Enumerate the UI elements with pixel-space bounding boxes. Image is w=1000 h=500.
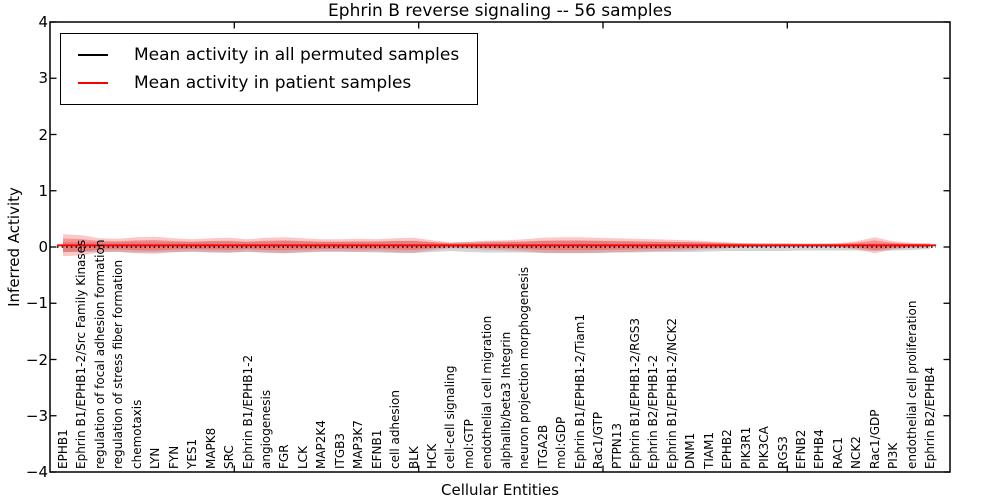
x-category-label: Ephrin B1/EPHB1-2 bbox=[240, 354, 255, 469]
x-category-label: EFNB2 bbox=[794, 429, 808, 469]
x-category-label: MAP3K7 bbox=[351, 420, 366, 469]
x-category-label: Ephrin B2/EPHB1-2 bbox=[646, 354, 661, 469]
x-category-label: FGR bbox=[277, 444, 292, 469]
y-tick-label: 4 bbox=[38, 13, 48, 31]
x-category-label: endothelial cell proliferation bbox=[904, 300, 919, 469]
x-category-label: ITGB3 bbox=[332, 432, 347, 469]
x-category-label: LCK bbox=[295, 446, 310, 469]
x-category-label: EPHB4 bbox=[812, 429, 827, 469]
x-category-label: mol:GTP bbox=[461, 419, 476, 469]
x-axis-label: Cellular Entities bbox=[441, 481, 559, 499]
legend-label-permuted: Mean activity in all permuted samples bbox=[134, 45, 460, 65]
y-tick-label: 0 bbox=[38, 238, 48, 256]
legend-line-black bbox=[78, 54, 108, 56]
x-category-label: PIK3CA bbox=[757, 426, 772, 469]
x-category-label: cell-cell signaling bbox=[443, 365, 458, 470]
chart-title: Ephrin B reverse signaling -- 56 samples bbox=[328, 1, 672, 21]
legend-item-permuted: Mean activity in all permuted samples bbox=[61, 41, 459, 69]
x-category-label: TIAM1 bbox=[701, 431, 716, 469]
x-category-label: Ephrin B2/EPHB4 bbox=[923, 366, 938, 469]
x-category-label: FYN bbox=[166, 445, 181, 469]
x-category-label: RGS3 bbox=[775, 436, 790, 469]
legend-item-patient: Mean activity in patient samples bbox=[61, 69, 459, 97]
x-category-label: Ephrin B1/EPHB1-2/RGS3 bbox=[627, 317, 642, 469]
x-category-label: EPHB1 bbox=[56, 429, 70, 469]
x-category-label: PIK3R1 bbox=[738, 426, 753, 469]
x-category-label: Rac1/GTP bbox=[591, 411, 606, 469]
x-category-label: YES1 bbox=[185, 438, 200, 469]
y-tick-label: 1 bbox=[38, 181, 48, 200]
y-tick-label: −3 bbox=[25, 406, 48, 425]
y-tick-label: 2 bbox=[38, 125, 48, 144]
x-category-label: MAPK8 bbox=[203, 427, 218, 469]
x-category-label: DNM1 bbox=[683, 432, 698, 469]
x-category-label: angiogenesis bbox=[258, 389, 273, 469]
x-category-label: endothelial cell migration bbox=[480, 315, 495, 469]
x-category-label: cell adhesion bbox=[388, 390, 403, 469]
x-category-label: LYN bbox=[148, 447, 163, 469]
x-category-label: HCK bbox=[425, 443, 439, 469]
y-tick-label: −4 bbox=[25, 463, 48, 481]
x-category-label: RAC1 bbox=[830, 437, 845, 469]
x-category-label: Rac1/GDP bbox=[867, 409, 882, 469]
x-category-label: MAP2K4 bbox=[314, 420, 329, 469]
permuted-spread-band bbox=[63, 241, 931, 253]
x-category-label: EFNB1 bbox=[369, 429, 384, 469]
x-category-label: BLK bbox=[406, 446, 421, 469]
x-category-label: mol:GDP bbox=[554, 416, 569, 469]
x-category-label: chemotaxis bbox=[129, 399, 144, 469]
legend: Mean activity in all permuted samples Me… bbox=[60, 33, 479, 105]
y-tick-label: 3 bbox=[38, 69, 48, 88]
x-category-label: Ephrin B1/EPHB1-2/Tiam1 bbox=[572, 313, 587, 469]
x-category-label: NCK2 bbox=[849, 436, 864, 469]
x-category-label: Ephrin B1/EPHB1-2/Src Family Kinases bbox=[74, 239, 89, 469]
legend-line-red bbox=[78, 82, 108, 84]
x-category-label: ITGA2B bbox=[535, 424, 550, 469]
y-tick-label: −2 bbox=[25, 350, 48, 369]
x-category-label: PTPN13 bbox=[609, 422, 624, 469]
x-category-label: SRC bbox=[222, 445, 237, 469]
y-tick-label: −1 bbox=[25, 294, 48, 313]
legend-label-patient: Mean activity in patient samples bbox=[134, 73, 412, 93]
x-category-label: neuron projection morphogenesis bbox=[517, 266, 532, 469]
x-category-label: regulation of stress fiber formation bbox=[111, 259, 126, 469]
x-category-label: alphaIIb/beta3 Integrin bbox=[498, 331, 513, 469]
x-category-label: Ephrin B1/EPHB1-2/NCK2 bbox=[664, 318, 679, 469]
x-category-label: PI3K bbox=[886, 442, 901, 469]
x-category-label: EPHB2 bbox=[720, 429, 735, 469]
x-category-label: regulation of focal adhesion formation bbox=[92, 239, 107, 469]
